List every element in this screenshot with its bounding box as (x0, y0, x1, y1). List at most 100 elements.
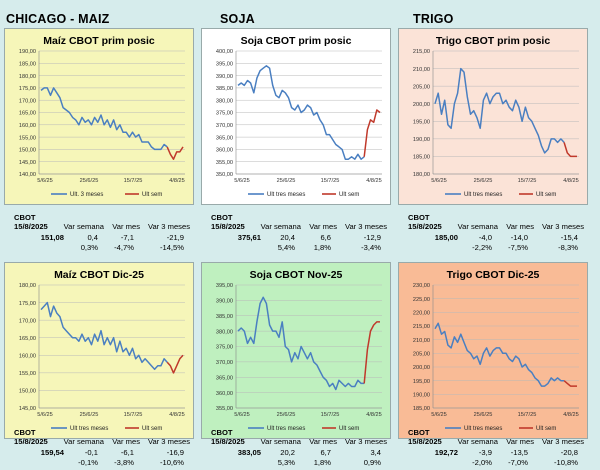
stat-var-mes-label: Var mes (309, 437, 337, 446)
y-tick-label: 150,00 (19, 148, 36, 154)
stat-var-mes-pct: 1,8% (313, 243, 331, 252)
stat-price: 151,08 (40, 233, 64, 242)
stat-date-label: 15/8/2025 (211, 437, 245, 446)
stat-var-3m-pct: 0,9% (363, 458, 381, 467)
stat-var-3m-pct: -8,3% (558, 243, 578, 252)
x-tick-label: 15/7/25 (124, 178, 143, 184)
x-tick-label: 15/7/25 (518, 178, 537, 184)
y-tick-label: 210,00 (413, 67, 430, 73)
stat-date-label: 15/8/2025 (408, 437, 442, 446)
y-tick-label: 170,00 (19, 98, 36, 104)
stat-var-semana-pct: -2,2% (472, 243, 492, 252)
y-tick-label: 380,00 (216, 98, 233, 104)
x-tick-label: 5/6/25 (37, 178, 53, 184)
legend-label-3-meses: Ult tres meses (70, 426, 108, 432)
series-line-3-meses (434, 322, 565, 387)
y-tick-label: 180,00 (19, 74, 36, 80)
header-maiz: CHICAGO - MAIZ (6, 12, 110, 26)
stat-var-mes-label: Var mes (309, 222, 337, 231)
stats-block: CBOT 15/8/2025 Var semana Var mes Var 3 mese… (398, 428, 588, 468)
y-tick-label: 390,00 (216, 299, 233, 305)
stat-var-mes: -6,1 (120, 448, 134, 457)
series-line-3-meses (434, 67, 565, 154)
y-tick-label: 385,00 (216, 314, 233, 320)
stat-var-semana-label: Var semana (260, 437, 301, 446)
stat-var-mes: -7,1 (120, 233, 134, 242)
legend-label-3-meses: Ult tres meses (464, 192, 502, 198)
x-tick-label: 4/8/25 (169, 178, 185, 184)
y-tick-label: 360,00 (216, 391, 233, 397)
series-line-ult-sem (563, 142, 577, 158)
y-tick-label: 375,00 (216, 111, 233, 117)
stat-cbot-label: CBOT (408, 428, 430, 437)
legend-label-ult-sem: Ult sem (142, 192, 162, 198)
stats-block: CBOT 15/8/2025 Var semana Var mes Var 3 mese… (201, 428, 391, 468)
x-tick-label: 5/6/25 (234, 412, 250, 418)
x-tick-label: 4/8/25 (366, 412, 382, 418)
y-tick-label: 160,00 (19, 123, 36, 129)
y-tick-label: 400,00 (216, 49, 233, 55)
stat-var-semana: 0,4 (87, 233, 98, 242)
stat-var-3m-pct: -14,5% (159, 243, 184, 252)
stats-block: CBOT 15/8/2025 Var semana Var mes Var 3 mese… (201, 213, 391, 253)
stat-var-semana-pct: 5,3% (277, 458, 295, 467)
chart-panel: Trigo CBOT Dic-25 185,00 190,00 195,00 200,0… (398, 262, 588, 439)
line-chart: 185,00 190,00 195,00 200,00 205,00 210,00 215,… (413, 283, 579, 432)
y-tick-label: 355,00 (216, 406, 233, 412)
stat-var-3m: 3,4 (370, 448, 381, 457)
stat-var-3m: -12,9 (363, 233, 381, 242)
line-chart: 145,00 150,00 155,00 160,00 165,00 170,00 175,… (19, 283, 185, 432)
stat-var-semana-label: Var semana (63, 437, 104, 446)
stat-date-label: 15/8/2025 (211, 222, 245, 231)
stat-cbot-label: CBOT (211, 428, 233, 437)
y-tick-label: 185,00 (413, 155, 430, 161)
header-trigo: TRIGO (413, 12, 454, 26)
x-tick-label: 5/6/25 (431, 412, 447, 418)
series-line-ult-sem (563, 380, 577, 387)
y-tick-label: 395,00 (216, 62, 233, 68)
y-tick-label: 165,00 (19, 111, 36, 117)
x-tick-label: 4/8/25 (563, 178, 579, 184)
stat-var-3m: -21,9 (166, 233, 184, 242)
stat-var-3m-label: Var 3 meses (147, 222, 190, 231)
stat-var-semana-label: Var semana (260, 222, 301, 231)
x-tick-label: 5/6/25 (431, 178, 447, 184)
line-chart: 140,00 145,00 150,00 155,00 160,00 165,00 170,… (19, 49, 185, 198)
y-tick-label: 390,00 (216, 74, 233, 80)
legend-label-ult-sem: Ult sem (339, 426, 359, 432)
line-chart: 355,00 360,00 365,00 370,00 375,00 380,00 385,… (216, 283, 382, 432)
y-tick-label: 220,00 (413, 311, 430, 317)
stat-price: 383,05 (237, 448, 261, 457)
stat-var-semana-label: Var semana (457, 437, 498, 446)
y-tick-label: 180,00 (19, 283, 36, 289)
y-tick-label: 175,00 (19, 301, 36, 307)
y-tick-label: 150,00 (19, 389, 36, 395)
stat-var-mes-label: Var mes (112, 437, 140, 446)
y-tick-label: 205,00 (413, 84, 430, 90)
x-tick-label: 15/7/25 (321, 178, 340, 184)
series-line-3-meses (237, 296, 365, 391)
stat-var-semana: 20,4 (280, 233, 295, 242)
chart-title: Soja CBOT Nov-25 (249, 269, 343, 281)
x-tick-label: 25/6/25 (474, 412, 493, 418)
stat-var-semana-pct: -0,1% (78, 458, 98, 467)
stat-cbot-label: CBOT (408, 213, 430, 222)
chart-panel: Maíz CBOT Dic-25 145,00 150,00 155,00 160,00… (4, 262, 194, 439)
series-line-ult-sem (166, 146, 184, 160)
stat-var-3m-pct: -10,6% (159, 458, 184, 467)
stat-var-3m: -16,9 (166, 448, 184, 457)
stat-var-semana: -4,0 (478, 233, 492, 242)
chart-title: Maíz CBOT Dic-25 (54, 269, 144, 281)
x-tick-label: 25/6/25 (80, 412, 99, 418)
y-tick-label: 230,00 (413, 283, 430, 289)
x-tick-label: 5/6/25 (234, 178, 250, 184)
legend-label-ult-sem: Ult sem (536, 426, 556, 432)
legend-label-3-meses: Ult tres meses (464, 426, 502, 432)
stat-var-3m-label: Var 3 meses (147, 437, 190, 446)
legend-label-3-meses: Ult. 3 meses (70, 192, 103, 198)
y-tick-label: 155,00 (19, 135, 36, 141)
y-tick-label: 145,00 (19, 406, 36, 412)
stats-block: CBOT 15/8/2025 Var semana Var mes Var 3 mese… (398, 213, 588, 253)
stat-var-semana: -3,9 (478, 448, 492, 457)
chart-title: Trigo CBOT Dic-25 (446, 269, 540, 281)
